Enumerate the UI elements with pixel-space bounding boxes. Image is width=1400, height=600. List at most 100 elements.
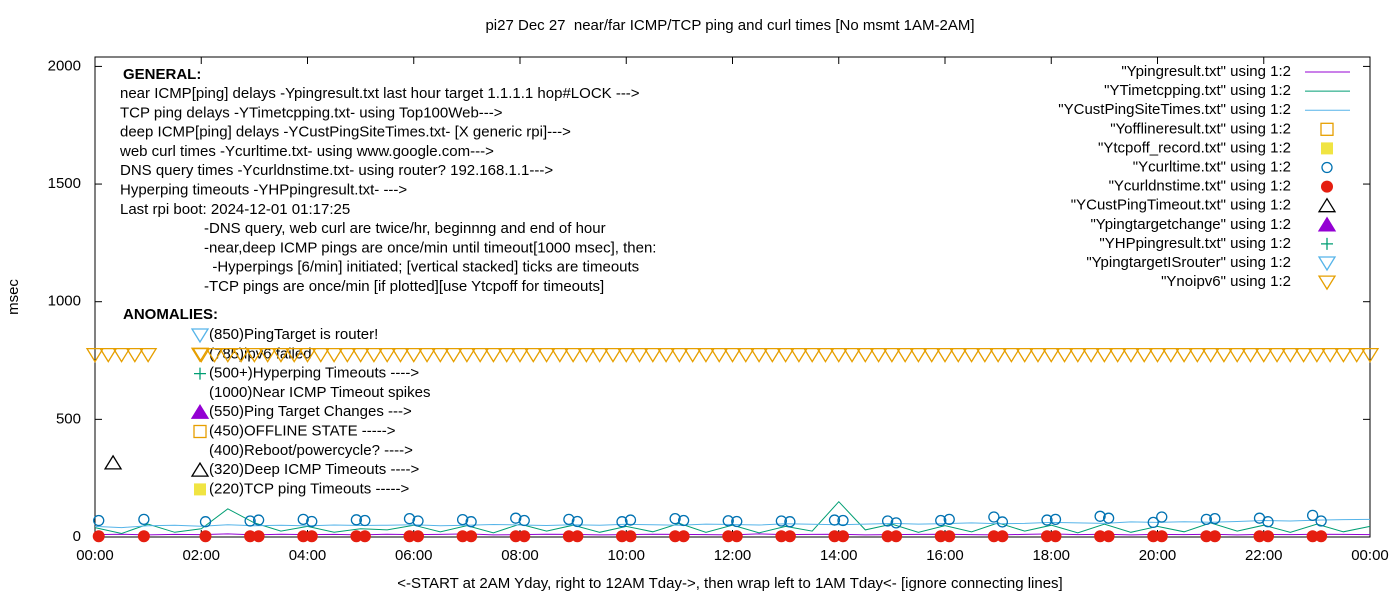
x-tick-label: 00:00 bbox=[1351, 547, 1389, 564]
annotation-symbol bbox=[194, 367, 206, 380]
data-point bbox=[351, 347, 370, 363]
data-point bbox=[1228, 347, 1247, 363]
data-point bbox=[1306, 530, 1319, 543]
legend-label: "YpingtargetISrouter" using 1:2 bbox=[1086, 254, 1291, 271]
legend-swatch bbox=[1321, 142, 1333, 155]
data-point bbox=[470, 347, 490, 363]
data-point bbox=[630, 347, 649, 363]
annotation: -Hyperpings [6/min] initiated; [vertical… bbox=[204, 259, 639, 276]
data-point bbox=[1081, 347, 1101, 363]
data-point bbox=[192, 347, 211, 363]
data-point bbox=[378, 347, 397, 363]
data-point bbox=[722, 515, 734, 527]
legend-label: "YHPpingresult.txt" using 1:2 bbox=[1099, 235, 1291, 252]
data-point bbox=[1094, 530, 1107, 543]
data-point bbox=[550, 347, 570, 363]
legend-swatch bbox=[1317, 256, 1337, 272]
data-point bbox=[617, 347, 636, 363]
annotation: -TCP pings are once/min [if plotted][use… bbox=[204, 278, 604, 295]
data-point bbox=[1068, 347, 1087, 363]
annotation-symbol bbox=[194, 483, 206, 496]
data-point bbox=[996, 516, 1009, 528]
y-tick-label: 0 bbox=[73, 528, 81, 545]
annotation-symbol bbox=[190, 403, 210, 419]
data-point bbox=[252, 530, 265, 543]
annotation: (850)PingTarget is router! bbox=[209, 326, 378, 343]
annotation: Last rpi boot: 2024-12-01 01:17:25 bbox=[120, 201, 350, 218]
data-point bbox=[856, 347, 875, 363]
data-point bbox=[696, 347, 716, 363]
data-point bbox=[231, 347, 251, 363]
data-point bbox=[1174, 347, 1194, 363]
data-point bbox=[138, 513, 150, 526]
data-point bbox=[137, 530, 150, 543]
data-point bbox=[509, 530, 522, 543]
data-point bbox=[1320, 347, 1340, 363]
data-point bbox=[364, 347, 384, 363]
data-point bbox=[1214, 347, 1234, 363]
data-point bbox=[677, 514, 690, 527]
data-point bbox=[996, 530, 1009, 543]
legend-label: "Ypingtargetchange" using 1:2 bbox=[1090, 216, 1291, 233]
data-point bbox=[306, 515, 318, 528]
data-point bbox=[987, 530, 1000, 543]
data-point bbox=[736, 347, 755, 363]
x-tick-label: 16:00 bbox=[926, 547, 964, 564]
data-point bbox=[988, 511, 1000, 523]
data-point bbox=[816, 347, 835, 363]
data-point bbox=[749, 347, 769, 363]
data-point bbox=[1108, 347, 1127, 363]
x-tick-label: 00:00 bbox=[76, 547, 114, 564]
data-point bbox=[934, 530, 947, 543]
annotation-symbol bbox=[193, 424, 207, 439]
data-point bbox=[881, 515, 894, 527]
x-tick-label: 20:00 bbox=[1139, 547, 1177, 564]
data-point bbox=[882, 347, 902, 363]
data-point bbox=[252, 514, 265, 526]
data-point bbox=[710, 347, 729, 363]
data-point bbox=[1254, 347, 1273, 363]
data-point bbox=[722, 530, 735, 543]
data-point bbox=[1347, 347, 1366, 363]
legend-swatch bbox=[1317, 216, 1337, 232]
data-point bbox=[1188, 347, 1207, 363]
data-point bbox=[444, 347, 463, 363]
y-axis-label: msec bbox=[5, 279, 22, 315]
annotation: (320)Deep ICMP Timeouts ----> bbox=[209, 461, 419, 478]
data-point bbox=[465, 530, 478, 543]
data-point bbox=[890, 530, 903, 543]
data-point bbox=[285, 347, 304, 363]
data-point bbox=[510, 347, 530, 363]
data-point bbox=[1201, 347, 1220, 363]
data-point bbox=[869, 347, 888, 363]
annotation: (220)TCP ping Timeouts -----> bbox=[209, 480, 409, 497]
data-point bbox=[624, 514, 637, 526]
y-tick-label: 2000 bbox=[48, 57, 81, 74]
data-point bbox=[895, 347, 915, 363]
data-point bbox=[244, 530, 257, 543]
data-point bbox=[1102, 512, 1115, 524]
data-point bbox=[391, 347, 410, 363]
data-point bbox=[789, 347, 809, 363]
data-point bbox=[456, 513, 469, 526]
data-point bbox=[776, 347, 795, 363]
data-point bbox=[85, 347, 105, 363]
data-point bbox=[518, 530, 531, 543]
x-tick-label: 08:00 bbox=[501, 547, 539, 564]
data-point bbox=[1315, 530, 1328, 543]
data-point bbox=[403, 530, 416, 543]
y-tick-label: 500 bbox=[56, 410, 81, 427]
data-point bbox=[683, 347, 702, 363]
y-tick-label: 1500 bbox=[48, 175, 81, 192]
x-tick-label: 22:00 bbox=[1245, 547, 1283, 564]
data-point bbox=[975, 347, 995, 363]
x-tick-label: 10:00 bbox=[607, 547, 645, 564]
data-point bbox=[643, 347, 662, 363]
x-tick-label: 12:00 bbox=[714, 547, 752, 564]
data-point bbox=[205, 347, 224, 363]
data-point bbox=[828, 530, 841, 543]
y-tick-label: 1000 bbox=[48, 293, 81, 310]
data-point bbox=[484, 347, 503, 363]
data-point bbox=[624, 530, 637, 543]
legend-swatch bbox=[1321, 237, 1333, 250]
